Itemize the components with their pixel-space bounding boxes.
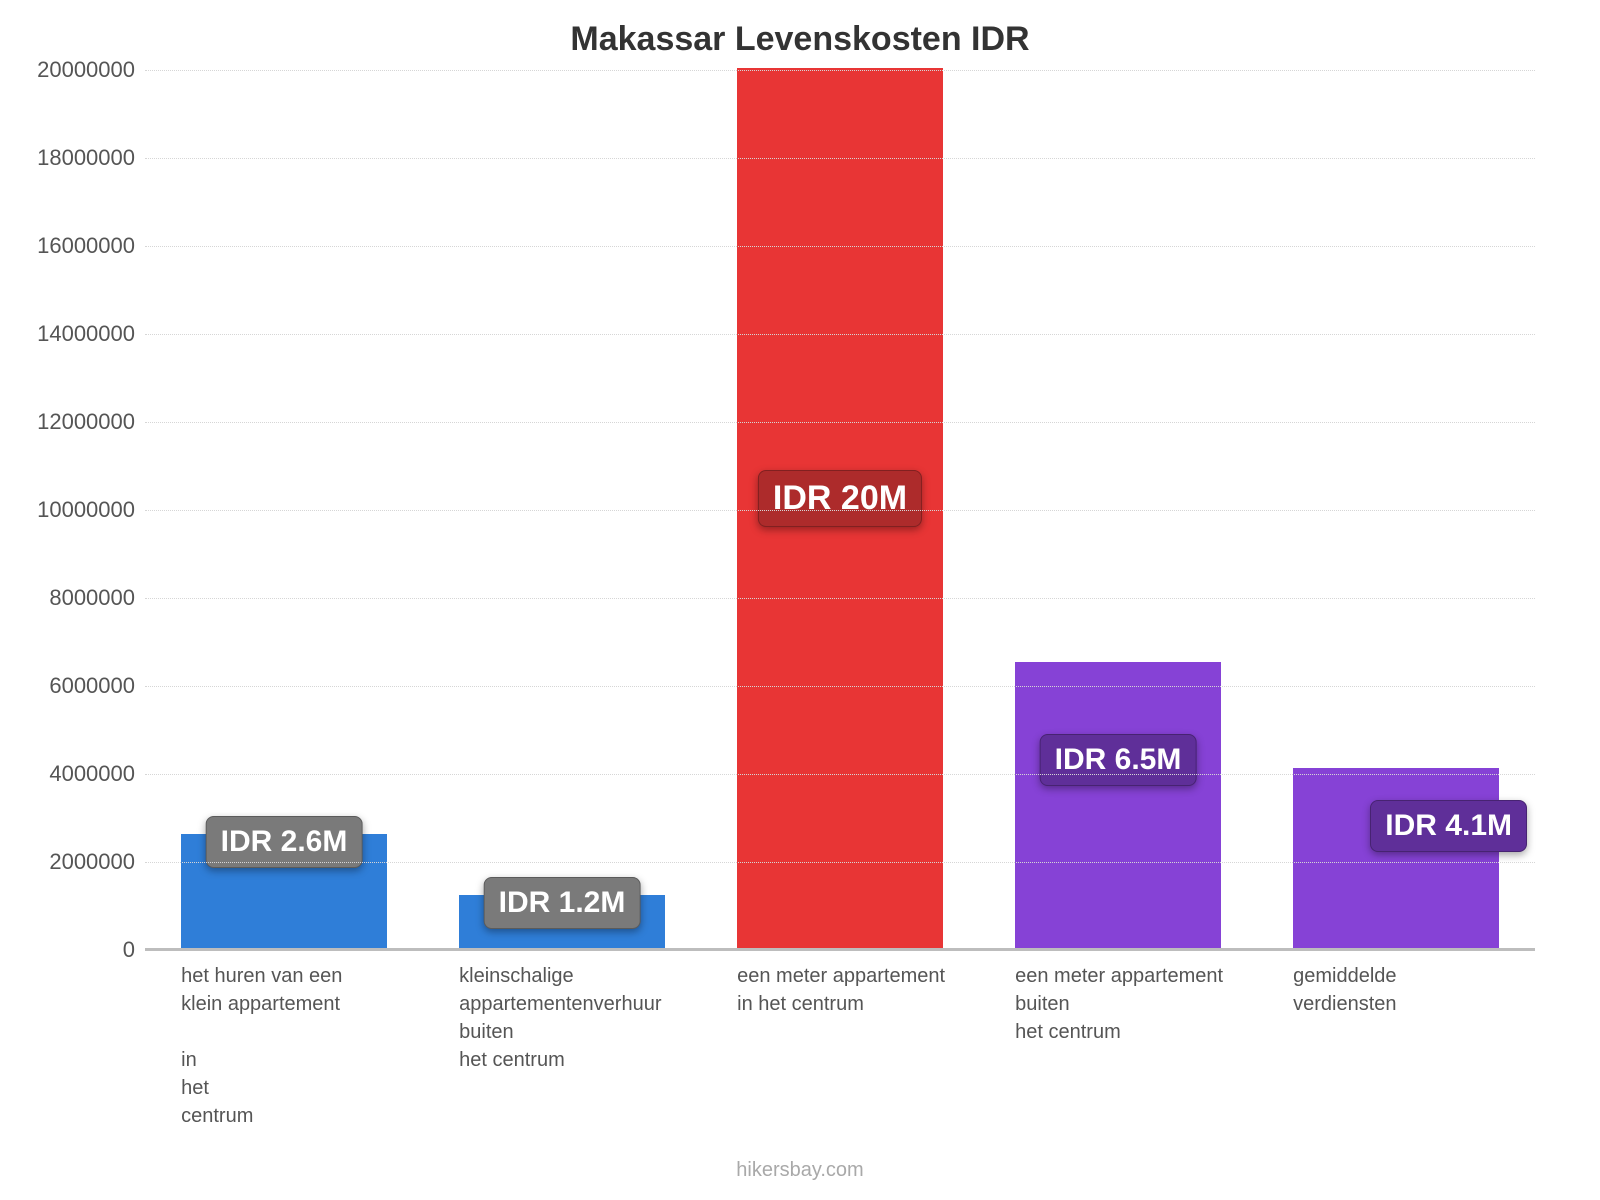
grid-line bbox=[145, 598, 1535, 599]
y-tick-label: 14000000 bbox=[37, 321, 145, 347]
bar-sqm-centre-label: een meter appartementin het centrum bbox=[737, 948, 1003, 1018]
grid-line bbox=[145, 862, 1535, 863]
grid-line bbox=[145, 422, 1535, 423]
bar-rent-small-centre-label: het huren van eenklein appartement inhet… bbox=[181, 948, 447, 1130]
bar-avg-earnings-label: gemiddeldeverdiensten bbox=[1293, 948, 1559, 1018]
y-tick-label: 0 bbox=[123, 937, 145, 963]
bars-layer: IDR 2.6M IDR 1.2M IDR 20M IDR 6.5M IDR 4.1M bbox=[145, 70, 1535, 948]
grid-line bbox=[145, 70, 1535, 71]
y-tick-label: 8000000 bbox=[49, 585, 145, 611]
chart-container: Makassar Levenskosten IDR IDR 2.6M IDR 1.… bbox=[0, 0, 1600, 1200]
grid-line bbox=[145, 334, 1535, 335]
bar-sqm-outside-badge: IDR 6.5M bbox=[1040, 734, 1197, 786]
y-tick-label: 4000000 bbox=[49, 761, 145, 787]
y-tick-label: 18000000 bbox=[37, 145, 145, 171]
grid-line bbox=[145, 510, 1535, 511]
bar-avg-earnings bbox=[1293, 768, 1499, 948]
grid-line bbox=[145, 774, 1535, 775]
chart-footer: hikersbay.com bbox=[0, 1159, 1600, 1182]
chart-title: Makassar Levenskosten IDR bbox=[0, 20, 1600, 59]
bar-rent-small-outside-badge: IDR 1.2M bbox=[484, 877, 641, 929]
y-tick-label: 12000000 bbox=[37, 409, 145, 435]
y-tick-label: 20000000 bbox=[37, 57, 145, 83]
plot-area: IDR 2.6MIDR 1.2MIDR 20MIDR 6.5MIDR 4.1M … bbox=[145, 70, 1535, 950]
y-tick-label: 10000000 bbox=[37, 497, 145, 523]
grid-line bbox=[145, 246, 1535, 247]
bar-sqm-outside bbox=[1015, 662, 1221, 948]
grid-line bbox=[145, 158, 1535, 159]
y-tick-label: 16000000 bbox=[37, 233, 145, 259]
bar-sqm-outside-label: een meter appartementbuitenhet centrum bbox=[1015, 948, 1281, 1046]
bar-avg-earnings-badge: IDR 4.1M bbox=[1370, 800, 1527, 852]
bar-rent-small-centre-badge: IDR 2.6M bbox=[206, 816, 363, 868]
bar-rent-small-outside-label: kleinschaligeappartementenverhuurbuitenh… bbox=[459, 948, 725, 1074]
y-tick-label: 2000000 bbox=[49, 849, 145, 875]
bar-sqm-centre-badge: IDR 20M bbox=[758, 470, 922, 527]
y-tick-label: 6000000 bbox=[49, 673, 145, 699]
grid-line bbox=[145, 686, 1535, 687]
